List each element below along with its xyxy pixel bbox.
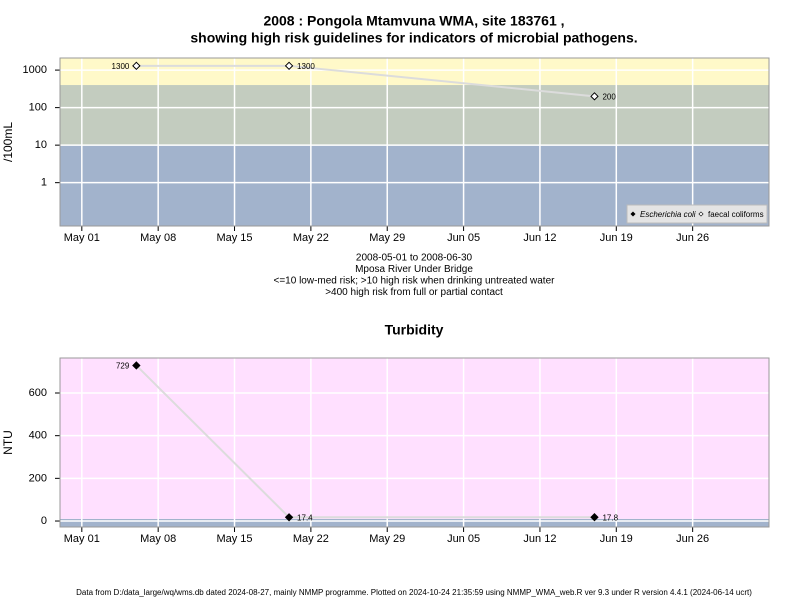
data-label: 200 [602,92,616,101]
y-tick-label: 0 [41,515,47,527]
legend-marker [698,211,704,217]
legend: Escherichia coli faecal coliforms [626,204,768,224]
x-tick-label: May 29 [369,533,405,545]
legend-label: Escherichia coli [640,210,696,219]
y-axis-label: NTU [1,430,15,455]
legend-box [626,204,768,224]
data-label: 1300 [112,62,130,71]
note: Mposa River Under Bridge [355,264,473,275]
data-point [284,513,294,522]
data-label: 729 [116,362,130,371]
data-point [132,61,141,71]
data-point [590,92,599,101]
chart-subtitle: showing high risk guidelines for indicat… [190,30,637,46]
chart-title: 2008 : Pongola Mtamvuna WMA, site 183761… [263,13,564,29]
x-tick-label: May 29 [369,232,405,244]
data-point [590,513,599,522]
x-tick-label: May 15 [216,232,252,244]
footer: Data from D:/data_large/wq/wms.db dated … [76,588,752,597]
data-label: 1300 [297,62,315,71]
note: 2008-05-01 to 2008-06-30 [356,253,473,264]
risk-band [60,85,769,146]
plot-frame [59,357,770,528]
note: <=10 low-med risk; >10 high risk when dr… [274,276,556,287]
y-tick-label: 200 [29,472,47,484]
x-tick-label: May 15 [216,533,252,545]
x-tick-label: May 08 [140,533,176,545]
data-label: 17.8 [602,513,618,522]
y-tick-label: 1000 [23,64,47,76]
legend-label: faecal coliforms [708,210,764,219]
y-tick-label: 600 [29,387,47,399]
risk-band [60,358,769,519]
x-tick-label: May 22 [293,232,329,244]
x-tick-label: Jun 05 [447,232,480,244]
y-tick-label: 100 [29,102,47,114]
x-tick-label: Jun 26 [676,533,709,545]
y-axis-label: /100mL [1,122,15,162]
legend-marker [630,211,636,217]
x-tick-label: May 22 [293,533,329,545]
x-tick-label: Jun 12 [523,232,556,244]
risk-band [60,518,769,527]
y-tick-label: 10 [35,139,47,151]
x-tick-label: Jun 12 [523,533,556,545]
y-tick-label: 400 [29,430,47,442]
plot-frame [59,57,770,227]
x-tick-label: May 08 [140,232,176,244]
data-label: 17.4 [297,513,313,522]
x-tick-label: Jun 26 [676,232,709,244]
x-tick-label: May 01 [64,232,100,244]
risk-band [60,58,769,86]
x-tick-label: Jun 05 [447,533,480,545]
x-tick-label: Jun 19 [600,533,633,545]
note: >400 high risk from full or partial cont… [325,287,503,298]
x-tick-label: May 01 [64,533,100,545]
data-point [132,361,141,370]
y-tick-label: 1 [41,177,47,189]
x-tick-label: Jun 19 [600,232,633,244]
data-point [284,61,294,71]
chart-title: Turbidity [385,322,444,338]
